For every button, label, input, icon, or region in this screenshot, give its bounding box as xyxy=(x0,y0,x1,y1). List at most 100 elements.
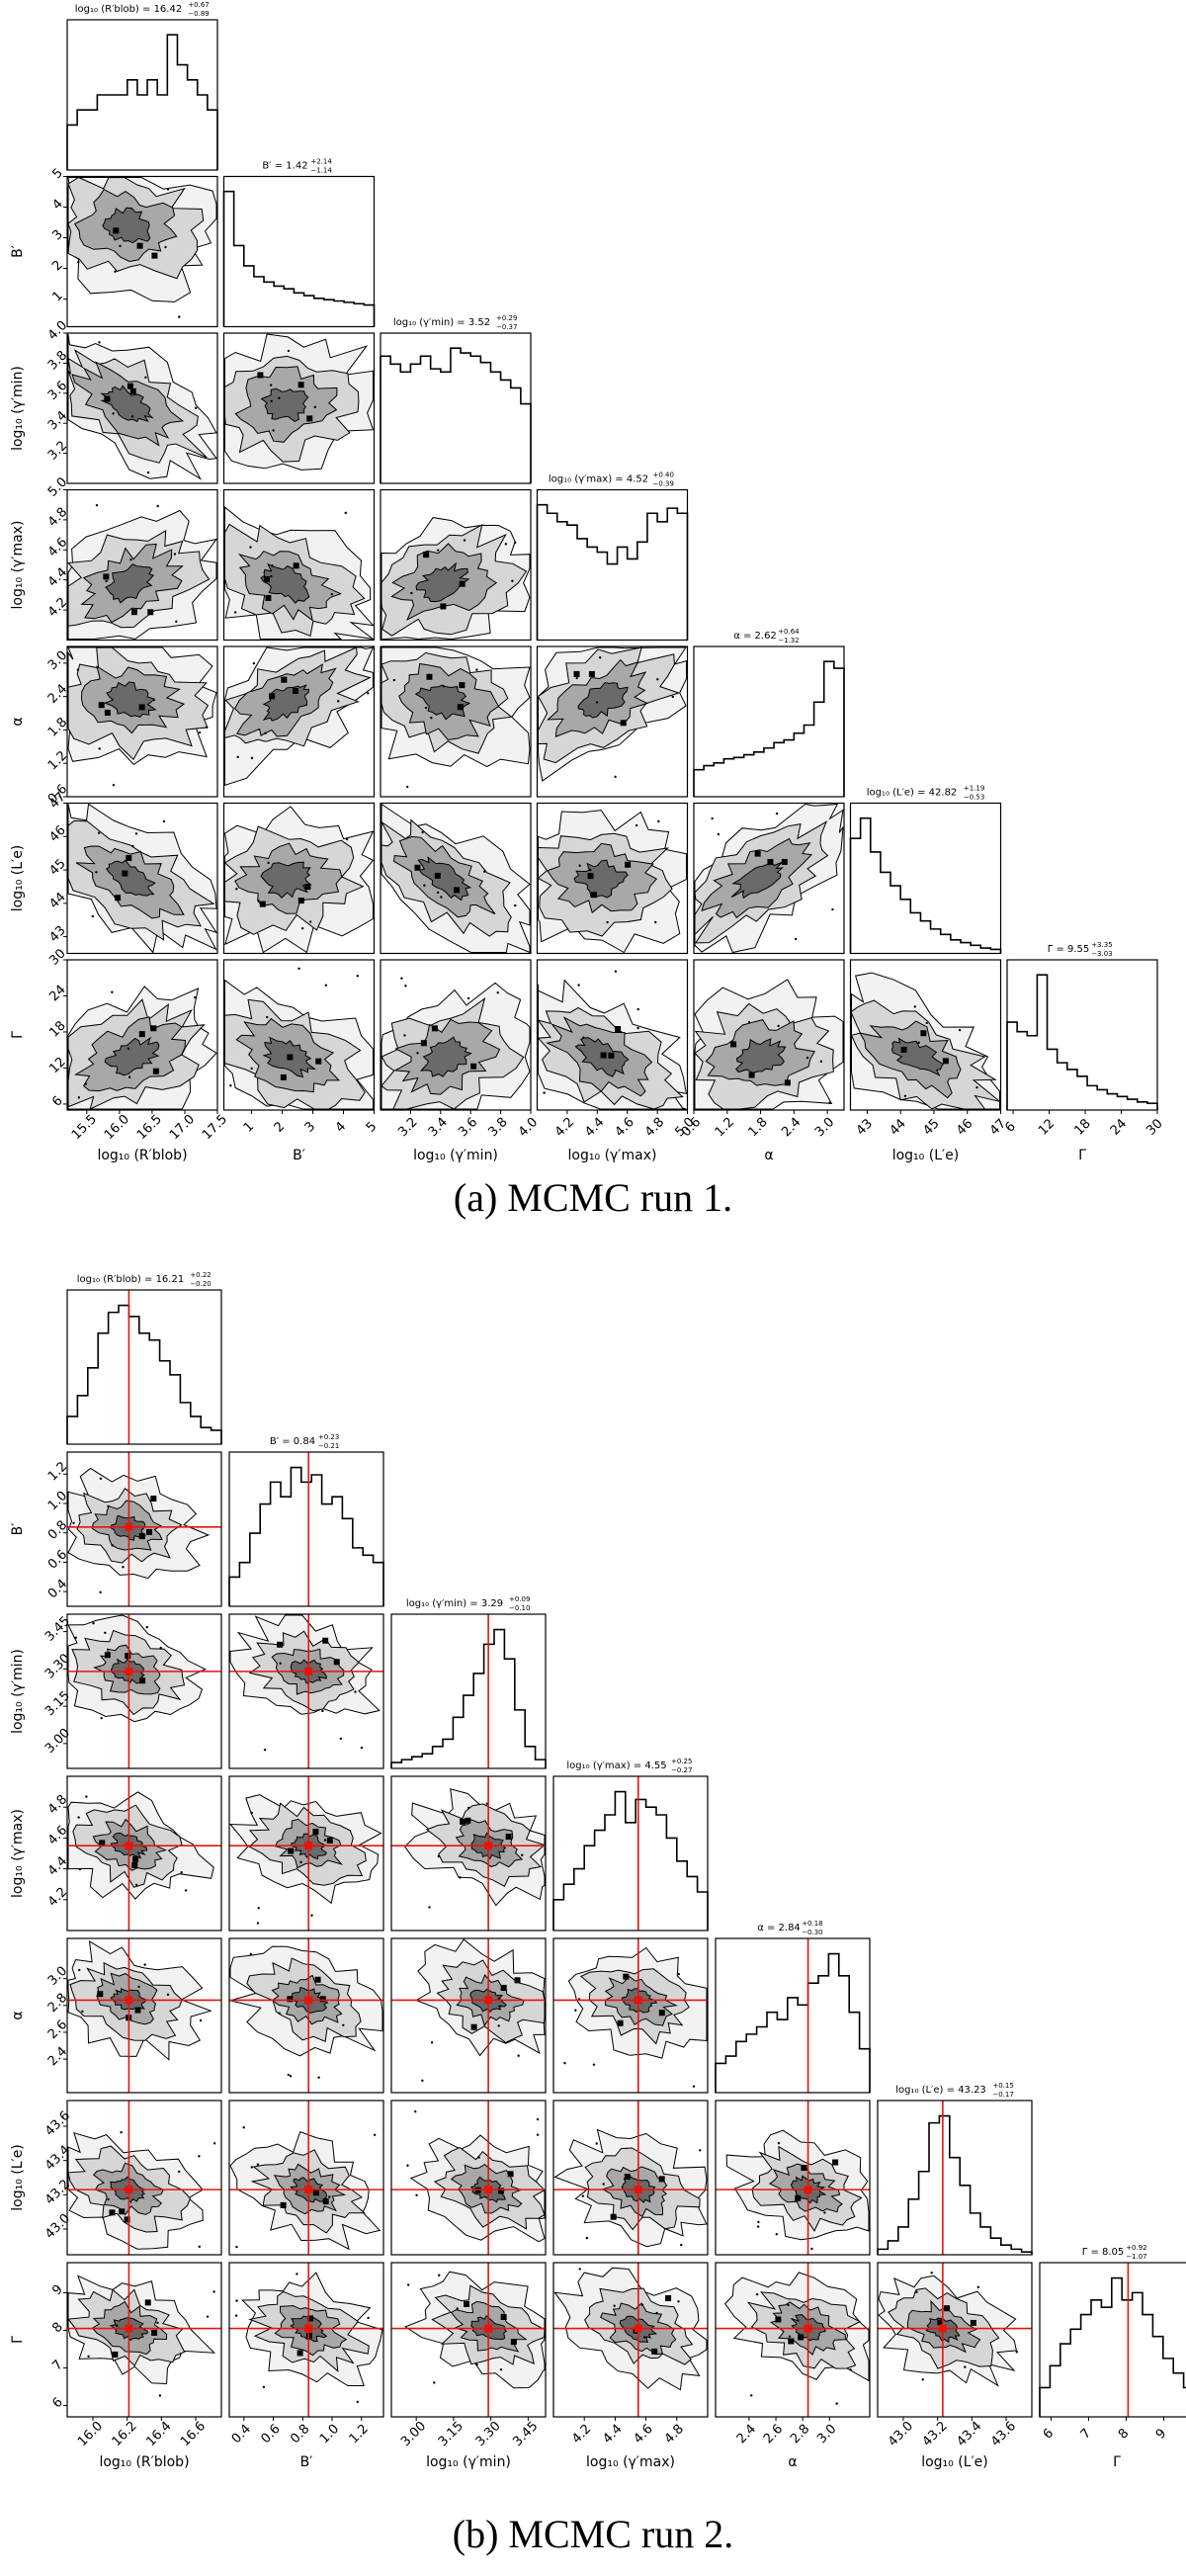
x-tick-label: 3.00 xyxy=(398,2419,429,2449)
y-tick-label: 6 xyxy=(49,1093,65,1109)
x-tick-label: 1 xyxy=(241,1119,257,1135)
panel-frame xyxy=(228,1937,384,2094)
outlier-point xyxy=(475,2362,478,2366)
density-peak xyxy=(127,383,133,389)
y-tick-label: 2 xyxy=(49,258,65,274)
outlier-point xyxy=(173,553,177,556)
density-peak xyxy=(426,673,433,680)
y-tick-label: 30 xyxy=(46,946,68,968)
param-title: Γ = 9.55 xyxy=(1048,944,1090,955)
outlier-point xyxy=(835,2402,838,2405)
outlier-point xyxy=(250,2166,254,2169)
x-tick-label: 18 xyxy=(1071,1116,1093,1138)
density-peak xyxy=(322,1637,329,1644)
y-tick-label: 1.0 xyxy=(45,1489,70,1513)
outlier-point xyxy=(430,717,433,720)
x-tick-label: 43 xyxy=(854,1116,876,1138)
outlier-point xyxy=(270,399,273,403)
y-axis-label: log₁₀ (γ′min) xyxy=(10,1649,26,1734)
panel-frame xyxy=(552,2262,709,2418)
contour-panel-7-1: 6 12 18 24 30 Γ 15.5 16.0 16.5 17.0 17.5 log₁₀ (R′b… xyxy=(10,946,230,1163)
outlier-point xyxy=(711,816,714,820)
panel-frame xyxy=(693,802,845,955)
outlier-point xyxy=(152,699,155,702)
outlier-point xyxy=(517,2054,520,2057)
x-axis-label: log₁₀ (γ′min) xyxy=(426,2454,511,2470)
y-tick-label: 0.8 xyxy=(45,1518,70,1543)
outlier-point xyxy=(120,2130,123,2134)
param-title: log₁₀ (γ′max) = 4.52 xyxy=(549,474,648,485)
param-error-plus: +0.92 xyxy=(1126,2244,1146,2252)
outlier-point xyxy=(438,2274,441,2276)
param-title: log₁₀ (R′blob) = 16.42 xyxy=(75,4,182,15)
histogram-line xyxy=(66,34,218,170)
outlier-point xyxy=(930,2271,933,2275)
density-peak xyxy=(590,892,597,899)
density-peak xyxy=(104,1652,111,1659)
density-peak xyxy=(126,855,132,862)
outlier-point xyxy=(578,864,581,867)
outlier-point xyxy=(636,1026,639,1030)
truth-marker xyxy=(125,1996,133,2005)
density-peak xyxy=(798,2334,805,2341)
param-error-minus: −1.14 xyxy=(310,167,332,175)
outlier-point xyxy=(466,996,470,1000)
outlier-point xyxy=(477,2156,480,2159)
histogram-line xyxy=(877,2114,1033,2255)
y-tick-label: 3.8 xyxy=(45,348,70,373)
outlier-point xyxy=(162,819,166,823)
outlier-point xyxy=(602,2183,605,2186)
y-tick-label: 2.4 xyxy=(45,682,70,707)
param-error-plus: +0.29 xyxy=(496,314,517,322)
density-peak xyxy=(287,1054,294,1061)
outlier-point xyxy=(112,412,115,415)
y-tick-label: 12 xyxy=(46,1055,68,1076)
density-peak xyxy=(293,562,299,569)
param-title: α = 2.62 xyxy=(733,631,777,642)
outlier-point xyxy=(95,871,98,874)
contour-panel-5-2 xyxy=(222,645,376,798)
truth-marker xyxy=(484,1842,493,1850)
x-tick-label: 6 xyxy=(1041,2426,1057,2442)
x-tick-label: 4.2 xyxy=(569,2422,594,2447)
contour-level xyxy=(260,387,309,422)
x-tick-label: 4.8 xyxy=(662,2422,687,2447)
outlier-point xyxy=(497,1997,500,2000)
outlier-point xyxy=(430,2041,434,2044)
contour-panel-3-2 xyxy=(222,332,376,484)
outlier-point xyxy=(747,1020,751,1024)
outlier-point xyxy=(613,2304,616,2307)
outlier-point xyxy=(178,315,181,318)
density-peak xyxy=(754,850,761,857)
panel-frame xyxy=(536,802,689,955)
density-peak xyxy=(588,670,595,677)
outlier-point xyxy=(99,1590,102,1594)
x-axis-label: log₁₀ (R′blob) xyxy=(99,2454,189,2470)
panel-frame xyxy=(390,1937,547,2094)
histogram-line xyxy=(1006,974,1158,1110)
density-peak xyxy=(414,864,421,871)
panel-frame xyxy=(536,488,689,642)
outlier-point xyxy=(921,2378,925,2381)
outlier-point xyxy=(421,2079,424,2082)
density-peak xyxy=(454,887,461,894)
panel-frame xyxy=(715,1937,871,2094)
param-title: log₁₀ (γ′min) = 3.52 xyxy=(393,317,490,328)
outlier-point xyxy=(77,1816,80,1819)
density-peak xyxy=(306,415,313,422)
contour-panel-3-2 xyxy=(228,1613,384,1769)
contour-level xyxy=(735,1038,787,1073)
outlier-point xyxy=(794,937,798,941)
density-peak xyxy=(269,693,276,700)
outlier-point xyxy=(677,2300,680,2303)
x-tick-label: 3.6 xyxy=(456,1115,480,1140)
panel-frame xyxy=(380,802,532,955)
panel-frame xyxy=(380,488,532,642)
outlier-point xyxy=(212,2142,216,2145)
outlier-point xyxy=(367,2316,370,2320)
panel-frame xyxy=(66,645,218,798)
outlier-point xyxy=(606,920,609,924)
density-peak xyxy=(297,898,304,904)
panel-frame xyxy=(1006,959,1158,1111)
density-peak xyxy=(937,2319,944,2326)
